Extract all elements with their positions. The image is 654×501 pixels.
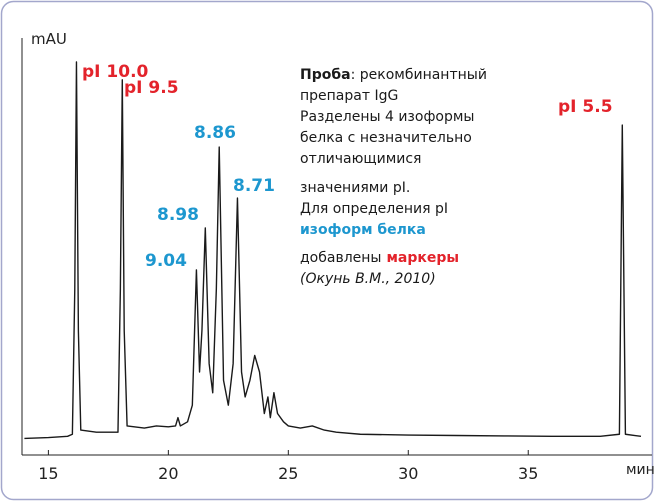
peak-label: 8.71 [233, 176, 275, 196]
peak-label: pI 9.5 [124, 78, 179, 98]
peak-label: pI 5.5 [558, 97, 613, 117]
x-axis-label: мин [626, 462, 654, 478]
note-text: Разделены 4 изоформы [300, 109, 474, 125]
y-axis-label: mAU [31, 30, 67, 48]
note-text: отличающимися [300, 151, 421, 167]
note-text: препарат IgG [300, 88, 398, 104]
note-text: Проба [300, 67, 351, 83]
note-text: добавлены [300, 250, 381, 266]
peak-label: 8.98 [157, 205, 199, 225]
peak-label: pI 10.0 [82, 62, 149, 82]
x-tick-label: 30 [398, 464, 418, 483]
note-text: изоформ белка [300, 222, 426, 238]
x-tick-label: 35 [518, 464, 538, 483]
x-tick-label: 25 [278, 464, 298, 483]
x-tick-label: 20 [158, 464, 178, 483]
note-text: маркеры [386, 250, 459, 266]
trace [24, 61, 642, 440]
note-text: : рекомбинантный [351, 67, 487, 83]
note-text: (Окунь В.М., 2010) [300, 271, 436, 287]
note-text: белка с незначительно [300, 130, 472, 146]
note: Проба: рекомбинантный препарат IgG Разде… [300, 67, 491, 287]
x-tick-label: 15 [38, 464, 58, 483]
note-text: Для определения pI [300, 201, 448, 217]
note-text: значениями pI. [300, 180, 410, 196]
peak-label: 9.04 [145, 251, 187, 271]
peak-label: 8.86 [194, 123, 236, 143]
